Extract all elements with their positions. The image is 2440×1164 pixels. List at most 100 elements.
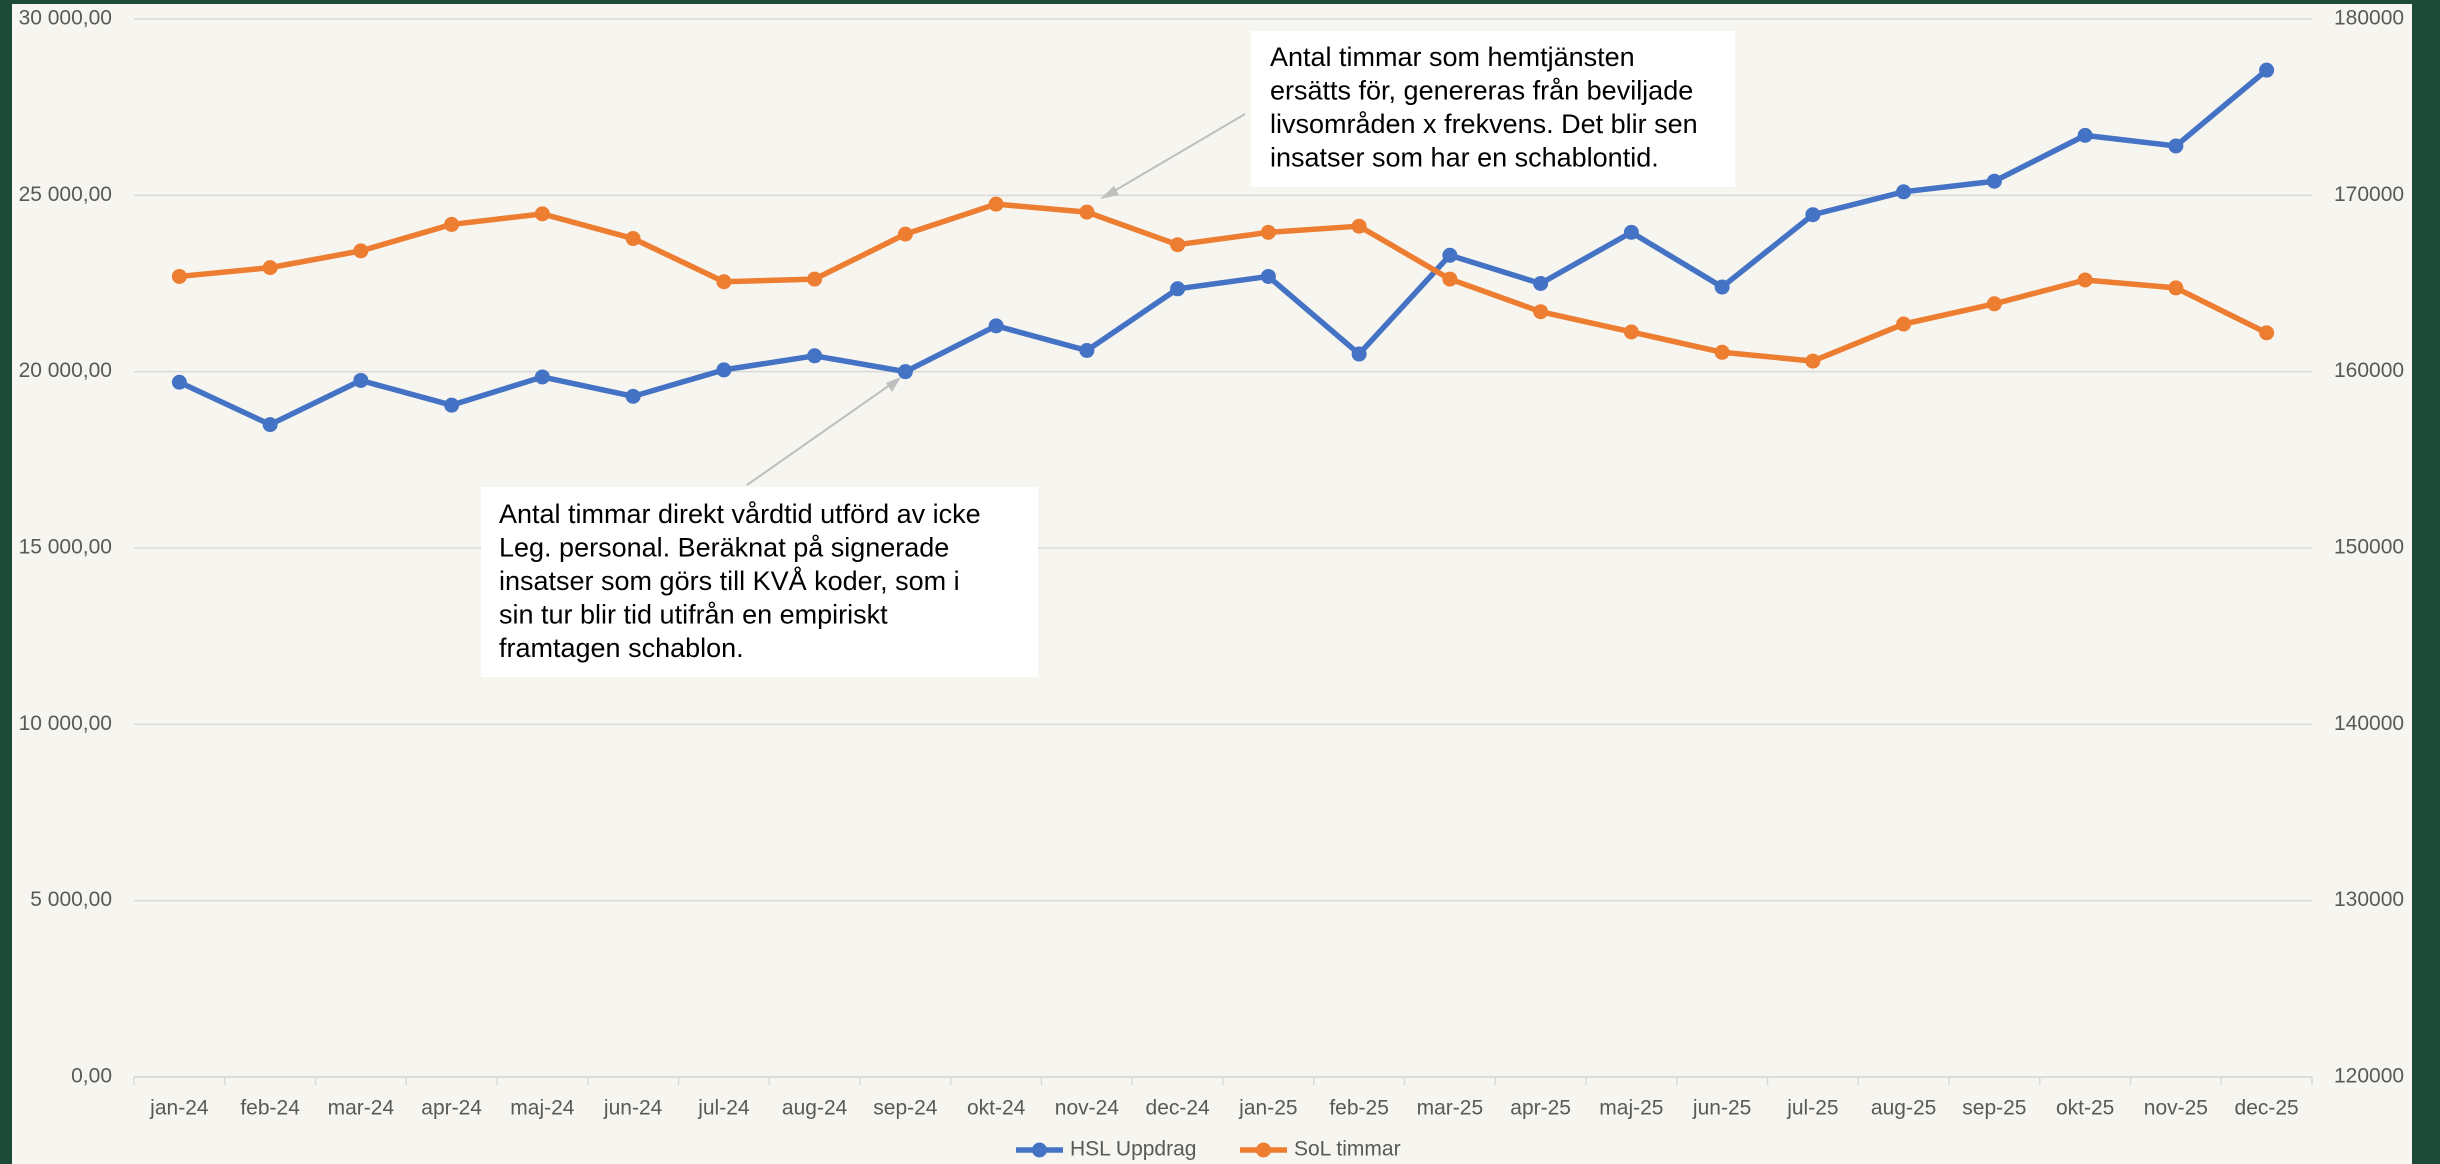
data-point (1533, 276, 1549, 291)
x-tick-label: jun-25 (1692, 1097, 1751, 1120)
x-tick-label: aug-24 (782, 1097, 848, 1120)
marks: HSL Uppdrag SoL timmar (171, 62, 2275, 1161)
y-tick-label: 25 000,00 (19, 183, 112, 206)
x-tick-label: jun-24 (603, 1097, 663, 1120)
y2-tick-label: 120000 (2334, 1065, 2404, 1088)
data-point (2168, 138, 2184, 154)
annotation-text: livsområden x frekvens. Det blir sen (1270, 109, 1698, 139)
annotation-text: ersätts för, genereras från beviljade (1270, 76, 1693, 106)
data-point (444, 397, 460, 413)
y-tick-label: 0,00 (71, 1065, 112, 1088)
data-point (262, 260, 278, 276)
data-point (1714, 344, 1730, 360)
data-point (1442, 247, 1458, 263)
series-line (178, 68, 2269, 428)
x-tick-label: apr-24 (421, 1097, 482, 1120)
data-point (171, 374, 187, 390)
x-tick-label: okt-24 (967, 1097, 1026, 1120)
data-point (2077, 272, 2093, 288)
y2-tick-label: 140000 (2334, 712, 2404, 735)
annotation-arrow (746, 379, 898, 486)
data-point (353, 372, 369, 388)
data-point (1260, 268, 1276, 284)
data-point (1170, 281, 1186, 297)
data-point (897, 364, 913, 380)
x-tick-label: jul-25 (1786, 1097, 1838, 1120)
data-point (534, 206, 550, 222)
annotation-box (481, 487, 1038, 677)
x-tick-label: nov-25 (2144, 1097, 2208, 1120)
data-point (625, 388, 641, 404)
annotation-text: Antal timmar direkt vårdtid utförd av ic… (499, 499, 981, 529)
data-point (897, 226, 913, 242)
x-tick-label: feb-25 (1329, 1097, 1389, 1120)
x-tick-label: aug-25 (1871, 1097, 1936, 1120)
data-point (1079, 343, 1095, 359)
y2-tick-label: 170000 (2334, 183, 2404, 206)
y2-tick-label: 130000 (2334, 888, 2404, 911)
y2-tick-label: 160000 (2334, 359, 2404, 382)
data-point (1079, 204, 1095, 220)
data-point (534, 369, 550, 385)
data-point (716, 274, 732, 290)
legend-label: SoL timmar (1294, 1138, 1401, 1161)
data-point (1442, 271, 1458, 287)
x-tick-label: okt-25 (2056, 1097, 2114, 1120)
x-tick-label: mar-24 (328, 1097, 395, 1120)
x-tick-label: mar-25 (1417, 1097, 1484, 1120)
annotation-text: Antal timmar som hemtjänsten (1270, 42, 1635, 72)
data-point (353, 243, 369, 259)
annotation-arrow (1103, 113, 1246, 198)
data-point (1986, 173, 2002, 189)
data-point (625, 231, 641, 247)
y2-tick-label: 180000 (2334, 7, 2404, 30)
data-point (807, 348, 823, 364)
data-point (1351, 218, 1367, 234)
y-tick-label: 20 000,00 (19, 359, 112, 382)
x-tick-label: maj-25 (1599, 1097, 1663, 1120)
data-point (1805, 207, 1821, 223)
data-point (1896, 184, 1912, 200)
annotation-text: Leg. personal. Beräknat på signerade (499, 533, 949, 563)
data-point (1896, 316, 1912, 332)
data-point (2259, 62, 2275, 78)
data-point (1805, 353, 1821, 369)
x-tick-label: jan-25 (1238, 1097, 1297, 1120)
x-tick-label: maj-24 (510, 1097, 575, 1120)
grid: 0,00 5 000,00 10 000,00 15 000,00 20 000,00 2… (19, 7, 2405, 1120)
x-tick-label: nov-24 (1055, 1097, 1120, 1120)
annotation-text: sin tur blir tid utifrån en empiriskt (499, 600, 888, 630)
data-point (1170, 237, 1186, 253)
data-point (1533, 304, 1549, 320)
data-point (444, 216, 460, 232)
y-tick-label: 15 000,00 (19, 536, 112, 559)
series-line (179, 201, 2268, 364)
data-point (2077, 127, 2093, 143)
data-point (1623, 224, 1639, 240)
y-tick-label: 10 000,00 (19, 712, 112, 735)
x-tick-label: feb-24 (240, 1097, 300, 1120)
legend-label: HSL Uppdrag (1070, 1138, 1196, 1161)
x-tick-label: sep-24 (873, 1097, 938, 1120)
x-tick-label: apr-25 (1510, 1097, 1571, 1120)
data-point (1260, 224, 1276, 240)
annotations: Antal timmar som hemtjänsten ersätts för,… (481, 31, 1735, 677)
data-point (1714, 279, 1730, 295)
annotation-arrowhead (1100, 186, 1119, 199)
data-point (2259, 325, 2275, 341)
chart-background (12, 4, 2412, 1164)
y-tick-label: 30 000,00 (19, 7, 112, 30)
data-point (807, 271, 823, 287)
y-tick-label: 5 000,00 (30, 888, 112, 911)
y2-tick-label: 150000 (2334, 536, 2404, 559)
annotation-text: framtagen schablon. (499, 633, 744, 663)
data-point (1623, 324, 1639, 340)
legend-marker (1032, 1142, 1047, 1158)
x-tick-label: jul-24 (697, 1097, 750, 1120)
data-point (171, 268, 187, 284)
x-tick-label: jan-24 (149, 1097, 209, 1120)
data-point (1986, 296, 2002, 312)
data-point (2168, 280, 2184, 296)
